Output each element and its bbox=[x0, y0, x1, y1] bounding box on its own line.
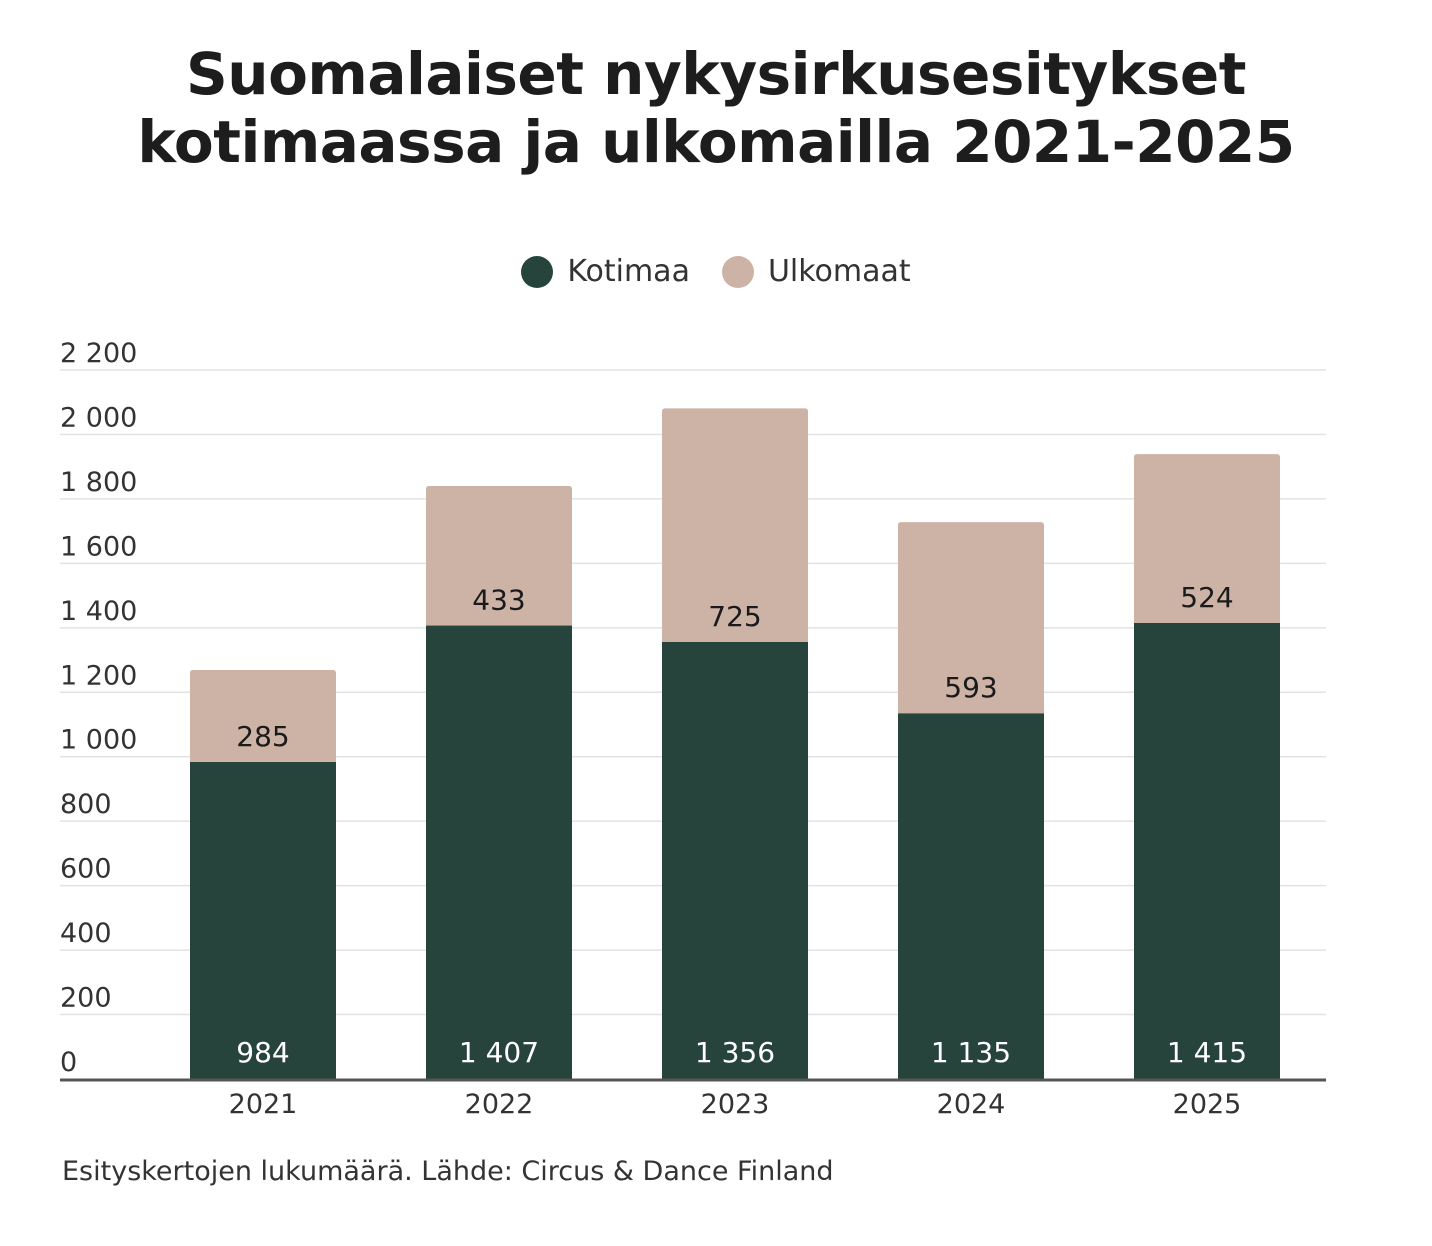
x-tick-label: 2024 bbox=[937, 1089, 1006, 1120]
data-label-kotimaa: 1 407 bbox=[459, 1036, 539, 1069]
data-label-ulkomaat: 285 bbox=[236, 720, 289, 753]
y-tick-label: 1 800 bbox=[60, 467, 137, 498]
x-tick-label: 2025 bbox=[1173, 1089, 1242, 1120]
data-label-ulkomaat: 524 bbox=[1180, 581, 1233, 614]
bar-segment-kotimaa bbox=[426, 626, 572, 1079]
data-label-ulkomaat: 593 bbox=[944, 671, 997, 704]
source-note: Esityskertojen lukumäärä. Lähde: Circus … bbox=[62, 1156, 834, 1187]
y-tick-label: 200 bbox=[60, 983, 112, 1014]
x-tick-label: 2022 bbox=[465, 1089, 534, 1120]
y-tick-label: 1 400 bbox=[60, 596, 137, 627]
y-tick-label: 0 bbox=[60, 1047, 77, 1078]
x-tick-label: 2023 bbox=[701, 1089, 770, 1120]
data-label-kotimaa: 1 356 bbox=[695, 1036, 775, 1069]
data-label-kotimaa: 1 135 bbox=[931, 1036, 1011, 1069]
bar-segment-kotimaa bbox=[898, 713, 1044, 1079]
y-tick-label: 800 bbox=[60, 789, 112, 820]
bar-segment-kotimaa bbox=[190, 762, 336, 1079]
y-tick-label: 1 600 bbox=[60, 531, 137, 562]
data-label-ulkomaat: 433 bbox=[472, 584, 525, 617]
y-tick-label: 600 bbox=[60, 854, 112, 885]
data-label-ulkomaat: 725 bbox=[708, 600, 761, 633]
bar-segment-kotimaa bbox=[662, 642, 808, 1079]
y-tick-label: 400 bbox=[60, 918, 112, 949]
data-label-kotimaa: 984 bbox=[236, 1036, 289, 1069]
y-tick-label: 1 000 bbox=[60, 725, 137, 756]
y-tick-label: 1 200 bbox=[60, 660, 137, 691]
y-tick-label: 2 200 bbox=[60, 338, 137, 369]
x-tick-label: 2021 bbox=[229, 1089, 298, 1120]
bar-segment-kotimaa bbox=[1134, 623, 1280, 1079]
y-tick-label: 2 000 bbox=[60, 402, 137, 433]
data-label-kotimaa: 1 415 bbox=[1167, 1036, 1247, 1069]
